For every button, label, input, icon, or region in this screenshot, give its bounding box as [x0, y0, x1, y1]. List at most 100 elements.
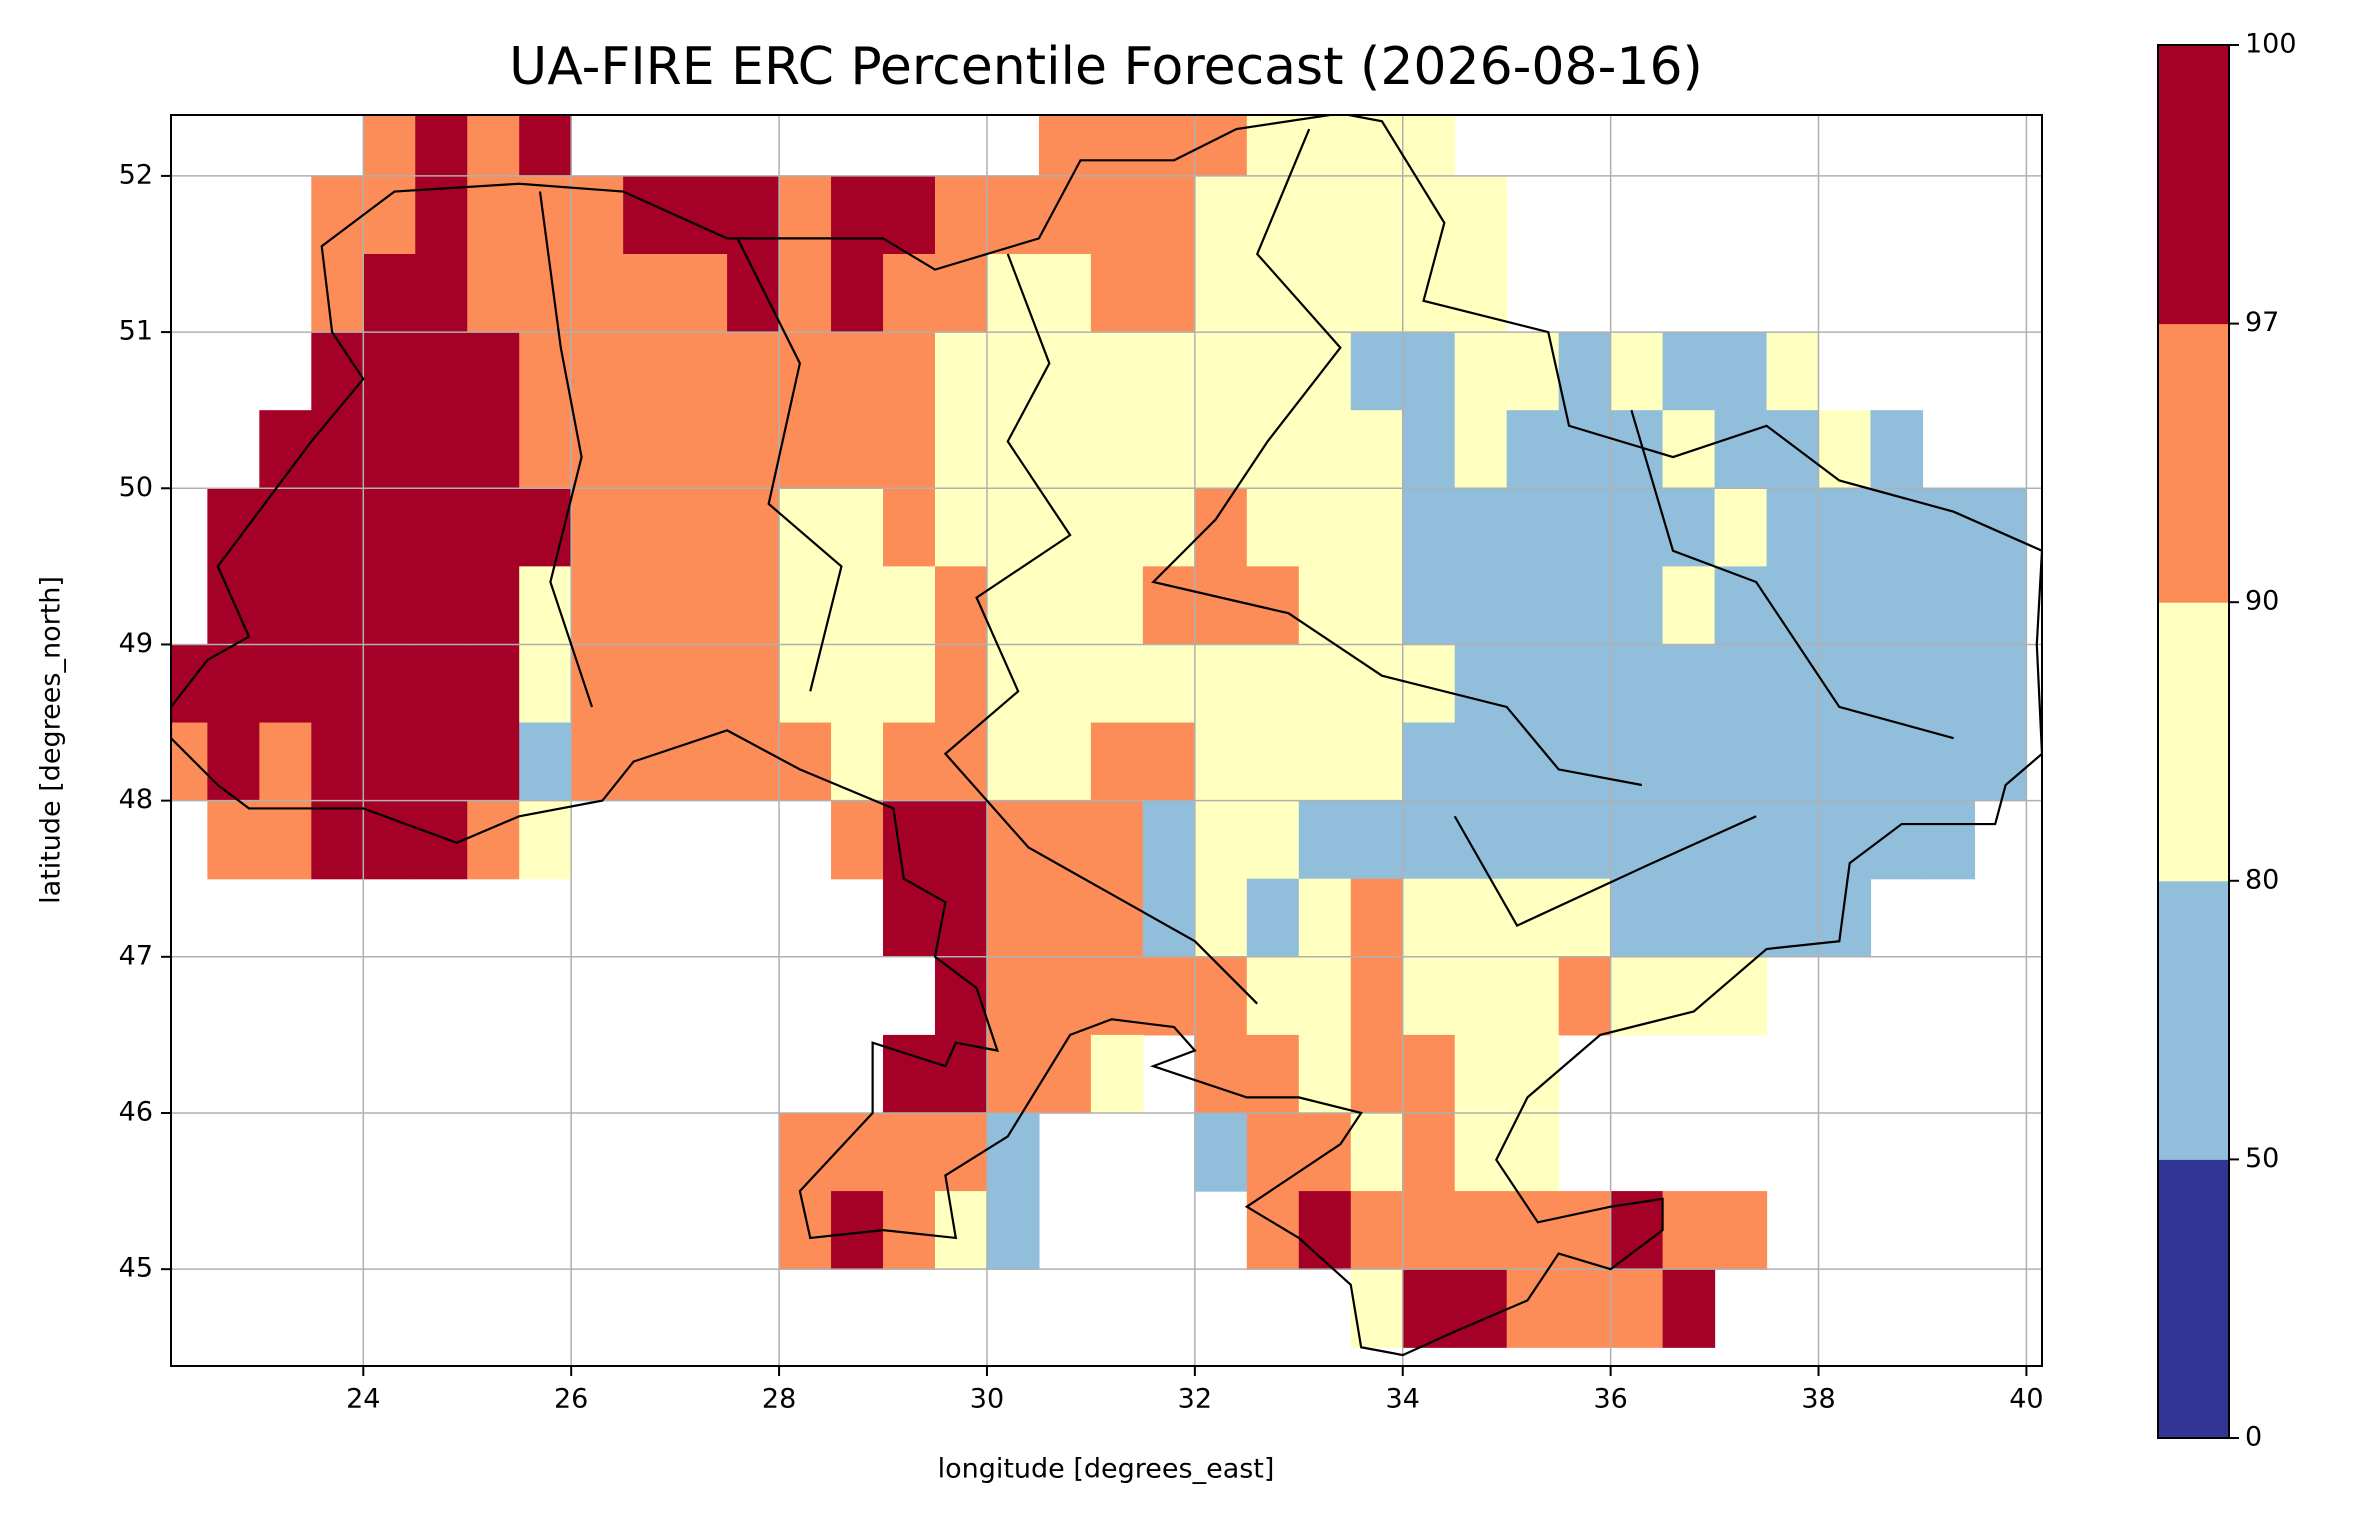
raster-cell [883, 1112, 936, 1192]
raster-cell [1454, 566, 1508, 646]
raster-cell [1610, 956, 1664, 1036]
raster-cell [1142, 488, 1196, 567]
raster-cell [1714, 566, 1768, 646]
raster-cell [1246, 1034, 1300, 1114]
colorbar-tick-label: 97 [2245, 307, 2279, 338]
raster-cell [363, 800, 416, 880]
raster-cell [675, 175, 728, 255]
raster-cell [1454, 1269, 1508, 1348]
raster-cell [1246, 644, 1300, 724]
raster-cell [1662, 332, 1716, 411]
raster-cell [1038, 722, 1092, 802]
raster-cell [1610, 1191, 1664, 1270]
raster-cell [1922, 488, 1976, 567]
raster-cell [1246, 1112, 1300, 1192]
raster-cell [779, 1112, 832, 1192]
raster-cell [207, 644, 260, 724]
raster-cell [1038, 254, 1092, 333]
raster-cell [363, 410, 416, 489]
raster-cell [1818, 722, 1872, 802]
raster-cell [1246, 800, 1300, 880]
raster-cell [1298, 410, 1352, 489]
raster-cell [1402, 956, 1456, 1036]
raster-cell [1038, 956, 1092, 1036]
raster-cell [1922, 566, 1976, 646]
raster-cell [1142, 644, 1196, 724]
raster-cell [1246, 1191, 1300, 1270]
raster-cell [1714, 332, 1768, 411]
raster-cell [1454, 175, 1508, 255]
raster-cell [415, 488, 468, 567]
raster-cell [311, 332, 364, 411]
raster-cell [779, 1191, 832, 1270]
raster-cell [883, 566, 936, 646]
raster-cell [1714, 488, 1768, 567]
x-tick-label: 38 [1801, 1384, 1835, 1415]
raster-cell [259, 722, 312, 802]
raster-cell [1402, 722, 1456, 802]
raster-cell [1766, 332, 1820, 411]
raster-cell [1974, 566, 2028, 646]
raster-cell [415, 254, 468, 333]
raster-cell [1246, 332, 1300, 411]
raster-cell [986, 332, 1040, 411]
raster-cell [623, 644, 676, 724]
raster-cell [727, 332, 780, 411]
raster-cell [1142, 800, 1196, 880]
raster-cell [1090, 115, 1144, 177]
raster-cell [1506, 1034, 1560, 1114]
raster-cell [727, 175, 780, 255]
raster-cell [1194, 175, 1248, 255]
raster-cell [363, 644, 416, 724]
raster-cell [363, 254, 416, 333]
raster-cell [1038, 332, 1092, 411]
raster-cell [1506, 644, 1560, 724]
colorbar-segment [2158, 1159, 2229, 1439]
raster-cell [1506, 1269, 1560, 1348]
x-tick-label: 28 [762, 1384, 796, 1415]
raster-cell [883, 254, 936, 333]
colorbar-segment [2158, 323, 2229, 603]
raster-cell [1298, 254, 1352, 333]
raster-cell [1714, 644, 1768, 724]
raster-cell [1454, 488, 1508, 567]
raster-cell [1350, 1034, 1404, 1114]
raster-cell [779, 488, 832, 567]
raster-cell [1818, 410, 1872, 489]
raster-cell [1142, 410, 1196, 489]
country-outline [171, 113, 2042, 1355]
raster-cell [311, 722, 364, 802]
chart-title: UA-FIRE ERC Percentile Forecast (2026-08… [509, 37, 1703, 97]
raster-cell [1402, 878, 1456, 958]
raster-cell [1402, 175, 1456, 255]
raster-cell [1350, 956, 1404, 1036]
raster-cell [934, 566, 988, 646]
colorbar-tick-label: 90 [2245, 586, 2279, 617]
y-axis-label: latitude [degrees_north] [36, 576, 67, 904]
raster-cell [675, 488, 728, 567]
raster-cell [986, 488, 1040, 567]
raster-cell [519, 175, 572, 255]
raster-cell [467, 115, 520, 177]
raster-cell [1350, 566, 1404, 646]
raster-cell [675, 410, 728, 489]
raster-cell [883, 332, 936, 411]
raster-cell [1870, 800, 1924, 880]
raster-cell [1506, 956, 1560, 1036]
raster-cell [1142, 956, 1196, 1036]
raster-cell [1142, 878, 1196, 958]
raster-cell [1090, 332, 1144, 411]
raster-cell [1350, 332, 1404, 411]
raster-cell [986, 956, 1040, 1036]
raster-cell [1194, 566, 1248, 646]
raster-cell [1558, 488, 1612, 567]
raster-cell [1766, 800, 1820, 880]
raster-cell [1194, 254, 1248, 333]
raster-cell [934, 800, 988, 880]
raster-cell [1350, 254, 1404, 333]
raster-cell [623, 566, 676, 646]
raster-cell [519, 410, 572, 489]
raster-cell [1090, 1034, 1144, 1114]
raster-cell [883, 1034, 936, 1114]
raster-cell [1454, 332, 1508, 411]
